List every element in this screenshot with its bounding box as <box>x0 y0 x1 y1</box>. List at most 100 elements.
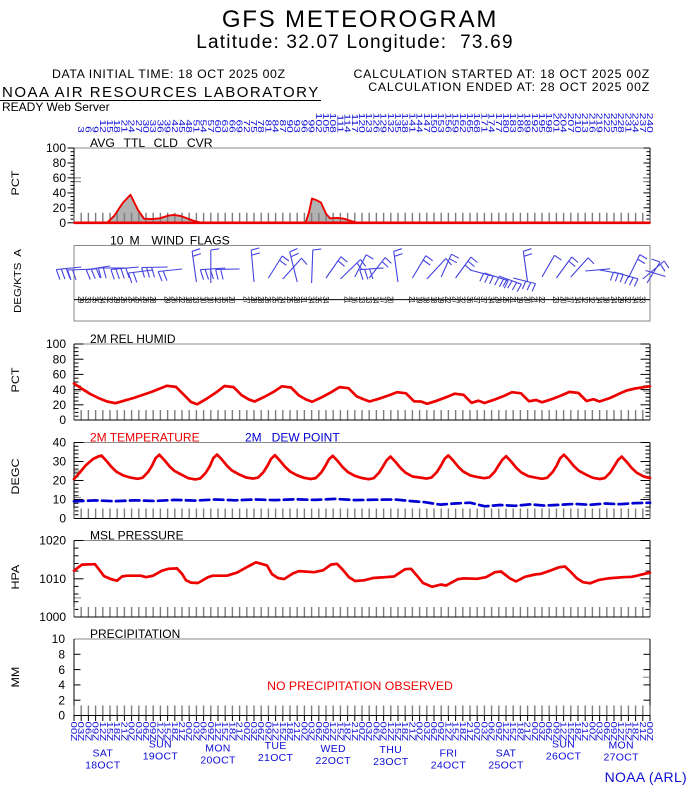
svg-text:21Z: 21Z <box>522 722 531 742</box>
svg-text:114: 114 <box>342 114 351 133</box>
svg-text:29: 29 <box>493 296 503 303</box>
svg-text:141: 141 <box>407 113 416 133</box>
svg-text:21Z: 21Z <box>580 722 589 742</box>
svg-text:168: 168 <box>472 113 481 133</box>
svg-text:189: 189 <box>522 113 531 133</box>
svg-text:15Z: 15Z <box>393 722 402 742</box>
svg-text:171: 171 <box>479 113 488 133</box>
svg-text:26: 26 <box>119 296 129 303</box>
svg-text:45: 45 <box>177 119 186 133</box>
svg-text:00Z: 00Z <box>472 722 481 742</box>
svg-text:78: 78 <box>256 119 265 133</box>
svg-text:138: 138 <box>400 113 409 133</box>
svg-text:00Z: 00Z <box>587 722 596 742</box>
svg-text:153: 153 <box>436 113 445 133</box>
svg-text:READY Web Server: READY Web Server <box>2 100 110 114</box>
svg-text:12: 12 <box>213 296 223 303</box>
svg-text:15: 15 <box>220 296 230 303</box>
svg-text:12: 12 <box>97 119 106 133</box>
svg-text:10: 10 <box>52 632 66 646</box>
svg-text:18Z: 18Z <box>515 722 524 742</box>
svg-text:12Z: 12Z <box>385 722 394 742</box>
svg-text:PRECIPITATION: PRECIPITATION <box>90 627 180 641</box>
svg-text:0: 0 <box>59 216 66 230</box>
svg-text:34: 34 <box>486 296 496 303</box>
svg-text:28: 28 <box>256 296 266 303</box>
svg-text:19: 19 <box>515 296 525 303</box>
svg-text:06Z: 06Z <box>313 722 322 742</box>
svg-text:CALCULATION ENDED AT: 28 OCT 2: CALCULATION ENDED AT: 28 OCT 2025 00Z <box>368 80 650 94</box>
svg-text:22OCT: 22OCT <box>316 755 352 767</box>
svg-text:06Z: 06Z <box>486 722 495 742</box>
svg-text:210: 210 <box>573 113 582 133</box>
svg-text:18: 18 <box>601 296 611 303</box>
svg-text:CALCULATION STARTED AT: 18 OCT: CALCULATION STARTED AT: 18 OCT 2025 00Z <box>354 67 651 81</box>
svg-text:TUE: TUE <box>265 740 287 752</box>
svg-text:111: 111 <box>335 115 344 134</box>
svg-text:25: 25 <box>270 296 280 303</box>
svg-text:06Z: 06Z <box>544 722 553 742</box>
svg-text:09Z: 09Z <box>436 722 445 742</box>
svg-text:54: 54 <box>198 119 207 133</box>
svg-text:1020: 1020 <box>39 534 66 548</box>
svg-text:66: 66 <box>227 119 236 133</box>
svg-text:06Z: 06Z <box>601 722 610 742</box>
svg-text:201: 201 <box>551 113 560 133</box>
svg-text:20: 20 <box>558 296 568 303</box>
svg-text:99: 99 <box>306 119 315 133</box>
svg-text:102: 102 <box>313 113 322 133</box>
svg-text:183: 183 <box>508 113 517 133</box>
svg-text:26: 26 <box>141 296 151 303</box>
svg-text:21: 21 <box>529 296 539 303</box>
svg-text:12Z: 12Z <box>328 722 337 742</box>
svg-text:15Z: 15Z <box>565 722 574 742</box>
svg-text:DEGC: DEGC <box>9 458 22 495</box>
svg-text:10: 10 <box>205 296 215 303</box>
svg-text:23OCT: 23OCT <box>373 756 409 768</box>
svg-text:3: 3 <box>76 126 85 133</box>
svg-text:DEG/KTS A: DEG/KTS A <box>12 248 23 313</box>
svg-text:30: 30 <box>141 119 150 133</box>
svg-text:12: 12 <box>580 296 590 303</box>
svg-text:18Z: 18Z <box>630 722 639 742</box>
svg-text:21: 21 <box>119 119 128 133</box>
svg-text:228: 228 <box>616 113 625 133</box>
svg-text:15Z: 15Z <box>450 722 459 742</box>
svg-text:SAT: SAT <box>93 748 114 760</box>
svg-text:21: 21 <box>407 296 417 303</box>
svg-text:51: 51 <box>191 119 200 133</box>
svg-text:MSL PRESSURE: MSL PRESSURE <box>90 529 184 543</box>
svg-text:15: 15 <box>105 119 114 133</box>
svg-text:20: 20 <box>227 296 237 303</box>
svg-text:207: 207 <box>565 113 574 133</box>
svg-text:27: 27 <box>450 296 460 303</box>
svg-text:12Z: 12Z <box>155 722 164 742</box>
svg-text:33: 33 <box>83 296 93 303</box>
svg-text:22: 22 <box>443 296 453 303</box>
svg-text:00Z: 00Z <box>241 722 250 742</box>
svg-text:09Z: 09Z <box>321 722 330 742</box>
svg-text:37: 37 <box>472 296 482 303</box>
svg-text:40: 40 <box>53 383 67 397</box>
svg-text:14: 14 <box>594 296 604 303</box>
svg-text:120: 120 <box>357 113 366 133</box>
svg-text:29: 29 <box>112 296 122 303</box>
svg-text:10: 10 <box>53 493 67 507</box>
svg-text:36: 36 <box>465 296 475 303</box>
svg-text:2M DEW POINT: 2M DEW POINT <box>245 431 340 445</box>
svg-text:09Z: 09Z <box>205 722 214 742</box>
svg-text:75: 75 <box>249 119 258 133</box>
svg-text:03Z: 03Z <box>76 722 85 742</box>
svg-text:36: 36 <box>155 119 164 133</box>
svg-text:09Z: 09Z <box>551 722 560 742</box>
svg-text:06Z: 06Z <box>256 722 265 742</box>
svg-text:177: 177 <box>493 113 502 133</box>
svg-text:12Z: 12Z <box>616 722 625 742</box>
svg-text:25: 25 <box>126 296 136 303</box>
svg-text:231: 231 <box>623 113 632 133</box>
svg-text:00Z: 00Z <box>126 722 135 742</box>
svg-text:20: 20 <box>53 201 67 215</box>
svg-text:34: 34 <box>630 296 640 303</box>
svg-text:15Z: 15Z <box>277 722 286 742</box>
svg-text:93: 93 <box>292 119 301 133</box>
